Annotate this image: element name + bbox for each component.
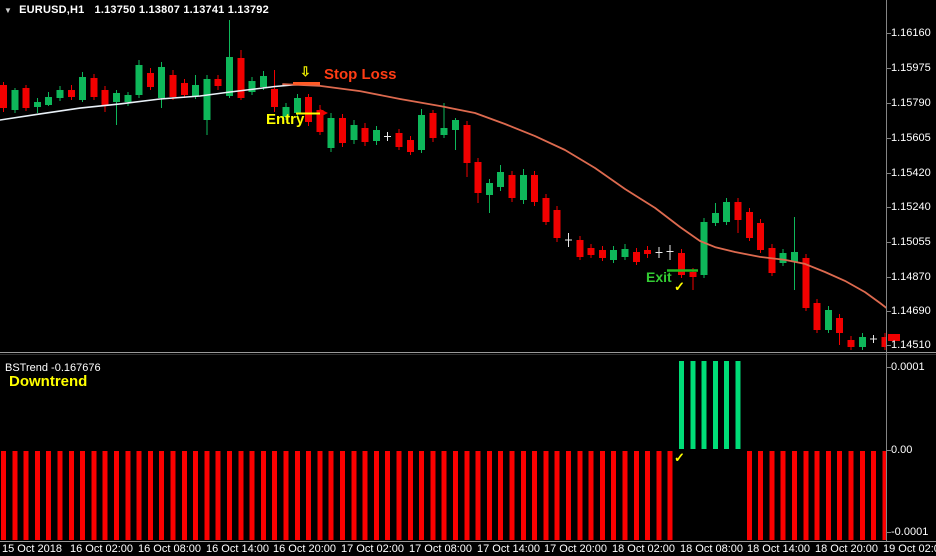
indicator-name-label: BSTrend -0.167676	[5, 362, 101, 374]
time-axis-label: 16 Oct 20:00	[273, 543, 336, 555]
price-axis-label: 1.15240	[891, 201, 931, 213]
price-axis-label: 1.15605	[891, 132, 931, 144]
time-axis-label: 17 Oct 08:00	[409, 543, 472, 555]
indicator-histogram	[1, 361, 886, 540]
time-axis-label: 15 Oct 2018	[2, 543, 62, 555]
chart-title: ▼ EURUSD,H1 1.13750 1.13807 1.13741 1.13…	[4, 4, 269, 16]
price-axis-label: 1.14690	[891, 305, 931, 317]
plot-layers	[0, 19, 886, 540]
entry-arrow-icon	[320, 109, 328, 117]
exit-label[interactable]: Exit	[646, 269, 672, 285]
entry-label[interactable]: Entry	[266, 111, 305, 128]
ma-slow-line	[282, 83, 886, 309]
indicator-axis-label: 0.0001	[891, 361, 925, 373]
price-axis-label: 1.15055	[891, 236, 931, 248]
time-axis-label: 16 Oct 08:00	[138, 543, 201, 555]
time-axis-label: 17 Oct 14:00	[477, 543, 540, 555]
candlestick-series	[0, 19, 886, 350]
price-axis-label: 1.14870	[891, 271, 931, 283]
time-axis-label: 17 Oct 20:00	[544, 543, 607, 555]
stop-loss-arrow-icon[interactable]: ⇩	[300, 64, 311, 79]
chart-symbol: EURUSD,H1	[19, 4, 85, 16]
price-axis-label: 1.14510	[891, 339, 931, 351]
time-axis-label: 16 Oct 02:00	[70, 543, 133, 555]
stop-loss-label[interactable]: Stop Loss	[324, 66, 397, 83]
trend-status-label: Downtrend	[9, 373, 88, 390]
chart-ohlc-values: 1.13750 1.13807 1.13741 1.13792	[94, 4, 269, 16]
price-axis-label: 1.15790	[891, 97, 931, 109]
time-axis-label: 18 Oct 02:00	[612, 543, 675, 555]
indicator-axis-label: -0.0001	[891, 526, 929, 538]
price-axis-label: 1.16160	[891, 27, 931, 39]
symbol-dropdown-icon[interactable]: ▼	[4, 5, 13, 15]
indicator-axis-label: 0.00	[891, 444, 913, 456]
indicator-checkmark-icon: ✓	[674, 450, 685, 465]
current-price-marker	[888, 334, 900, 341]
time-axis-label: 18 Oct 08:00	[680, 543, 743, 555]
exit-checkmark-icon: ✓	[674, 279, 685, 294]
price-axis-label: 1.15420	[891, 167, 931, 179]
time-axis-label: 18 Oct 20:00	[815, 543, 878, 555]
time-axis-label: 17 Oct 02:00	[341, 543, 404, 555]
time-axis-label: 18 Oct 14:00	[747, 543, 810, 555]
price-axis-label: 1.15975	[891, 62, 931, 74]
time-axis-label: 19 Oct 02:00	[883, 543, 936, 555]
time-axis-label: 16 Oct 14:00	[206, 543, 269, 555]
